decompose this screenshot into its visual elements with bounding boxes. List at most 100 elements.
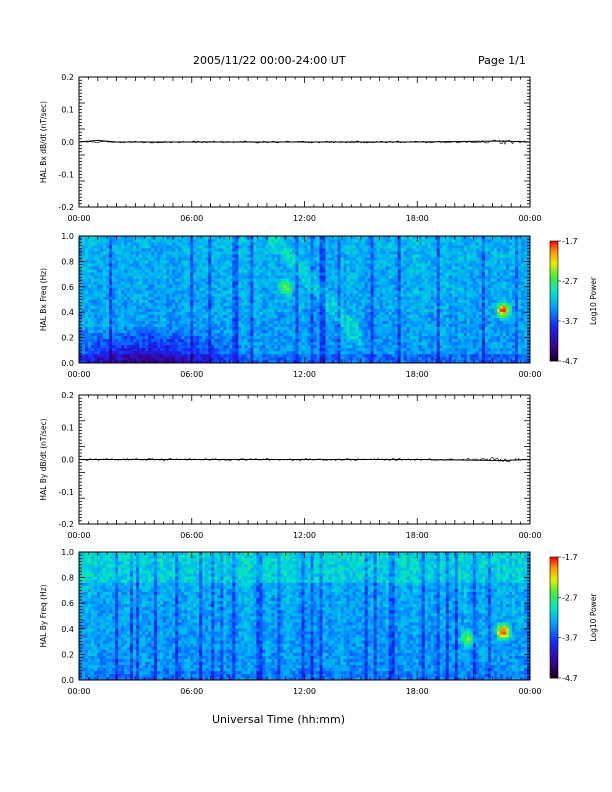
spectrogram-cell <box>148 278 152 282</box>
spectrogram-cell <box>121 299 125 303</box>
spectrogram-cell <box>208 323 212 328</box>
spectrogram-cell <box>262 344 266 349</box>
spectrogram-cell <box>427 272 432 276</box>
spectrogram-cell <box>139 332 143 337</box>
spectrogram-cell <box>241 326 245 331</box>
spectrogram-cell <box>160 296 164 300</box>
spectrogram-cell <box>259 284 263 288</box>
spectrogram-cell <box>298 338 302 343</box>
spectrogram-cell <box>103 341 107 346</box>
spectrogram-cell <box>262 305 266 309</box>
spectrogram-cell <box>400 350 405 355</box>
spectrogram-cell <box>304 308 308 312</box>
spectrogram-cell <box>229 272 233 276</box>
spectrogram-cell <box>121 347 125 352</box>
spectrogram-cell <box>364 350 368 355</box>
spectrogram-cell <box>160 263 164 267</box>
spectrogram-cell <box>82 323 86 328</box>
spectrogram-cell <box>148 236 152 240</box>
spectrogram-cell <box>196 332 200 337</box>
spectrogram-cell <box>433 338 438 343</box>
spectrogram-cell <box>334 293 338 297</box>
spectrogram-cell <box>289 251 293 255</box>
spectrogram-cell <box>217 311 221 315</box>
spectrogram-cell <box>301 263 305 267</box>
spectrogram-cell <box>115 260 119 264</box>
spectrogram-cell <box>214 320 218 324</box>
spectrogram-cell <box>178 263 182 267</box>
spectrogram-cell <box>373 326 377 331</box>
spectrogram-cell <box>97 320 101 324</box>
spectrogram-cell <box>220 344 224 349</box>
spectrogram-cell <box>145 242 149 246</box>
spectrogram-cell <box>79 302 83 306</box>
spectrogram-cell <box>340 353 344 358</box>
spectrogram-cell <box>430 284 435 288</box>
spectrogram-cell <box>79 356 83 361</box>
spectrogram-cell <box>397 251 402 255</box>
spectrogram-cell <box>265 341 269 346</box>
spectrogram-cell <box>163 350 167 355</box>
spectrogram-cell <box>322 335 326 340</box>
spectrogram-cell <box>196 314 200 318</box>
spectrogram-cell <box>394 326 399 331</box>
spectrogram-cell <box>370 335 374 340</box>
spectrogram-cell <box>280 236 284 240</box>
spectrogram-cell <box>238 314 242 318</box>
spectrogram-cell <box>391 347 395 352</box>
spectrogram-cell <box>196 299 200 303</box>
spectrogram-cell <box>295 302 299 306</box>
spectrogram-cell <box>166 248 170 252</box>
spectrogram-cell <box>241 311 245 315</box>
spectrogram-cell <box>178 236 182 240</box>
spectrogram-cell <box>208 245 212 249</box>
spectrogram-cell <box>394 236 399 240</box>
spectrogram-cell <box>289 242 293 246</box>
spectrogram-cell <box>88 323 92 328</box>
spectrogram-cell <box>163 320 167 324</box>
spectrogram-cell <box>376 278 380 282</box>
spectrogram-cell <box>361 284 365 288</box>
spectrogram-cell <box>223 251 227 255</box>
spectrogram-cell <box>172 266 176 270</box>
spectrogram-cell <box>376 329 380 334</box>
spectrogram-cell <box>316 284 320 288</box>
spectrogram-cell <box>274 260 278 264</box>
spectrogram-cell <box>82 281 86 285</box>
spectrogram-cell <box>142 278 146 282</box>
spectrogram-cell <box>139 308 143 312</box>
spectrogram-cell <box>373 329 377 334</box>
spectrogram-cell <box>175 359 179 364</box>
spectrogram-cell <box>88 263 92 267</box>
spectrogram-cell <box>433 272 438 276</box>
spectrogram-cell <box>328 317 332 321</box>
spectrogram-cell <box>208 251 212 255</box>
spectrogram-cell <box>106 347 110 352</box>
spectrogram-cell <box>382 341 386 346</box>
spectrogram-cell <box>304 320 308 324</box>
spectrogram-cell <box>424 278 429 282</box>
spectrogram-cell <box>325 245 329 249</box>
spectrogram-cell <box>166 239 170 243</box>
spectrogram-cell <box>130 356 134 361</box>
spectrogram-cell <box>250 278 254 282</box>
spectrogram-cell <box>373 353 377 358</box>
spectrogram-cell <box>214 260 218 264</box>
spectrogram-cell <box>418 272 423 276</box>
spectrogram-cell <box>427 248 432 252</box>
spectrogram-cell <box>427 356 432 361</box>
spectrogram-cell <box>112 260 116 264</box>
spectrogram-cell <box>202 338 206 343</box>
spectrogram-cell <box>106 359 110 364</box>
spectrogram-cell <box>388 245 392 249</box>
spectrogram-cell <box>286 236 290 240</box>
spectrogram-cell <box>421 254 426 258</box>
spectrogram-cell <box>226 275 230 279</box>
spectrogram-cell <box>337 344 341 349</box>
spectrogram-cell <box>175 323 179 328</box>
spectrogram-cell <box>88 329 92 334</box>
spectrogram-cell <box>259 242 263 246</box>
spectrogram-cell <box>430 311 435 315</box>
spectrogram-cell <box>268 350 272 355</box>
spectrogram-cell <box>286 329 290 334</box>
